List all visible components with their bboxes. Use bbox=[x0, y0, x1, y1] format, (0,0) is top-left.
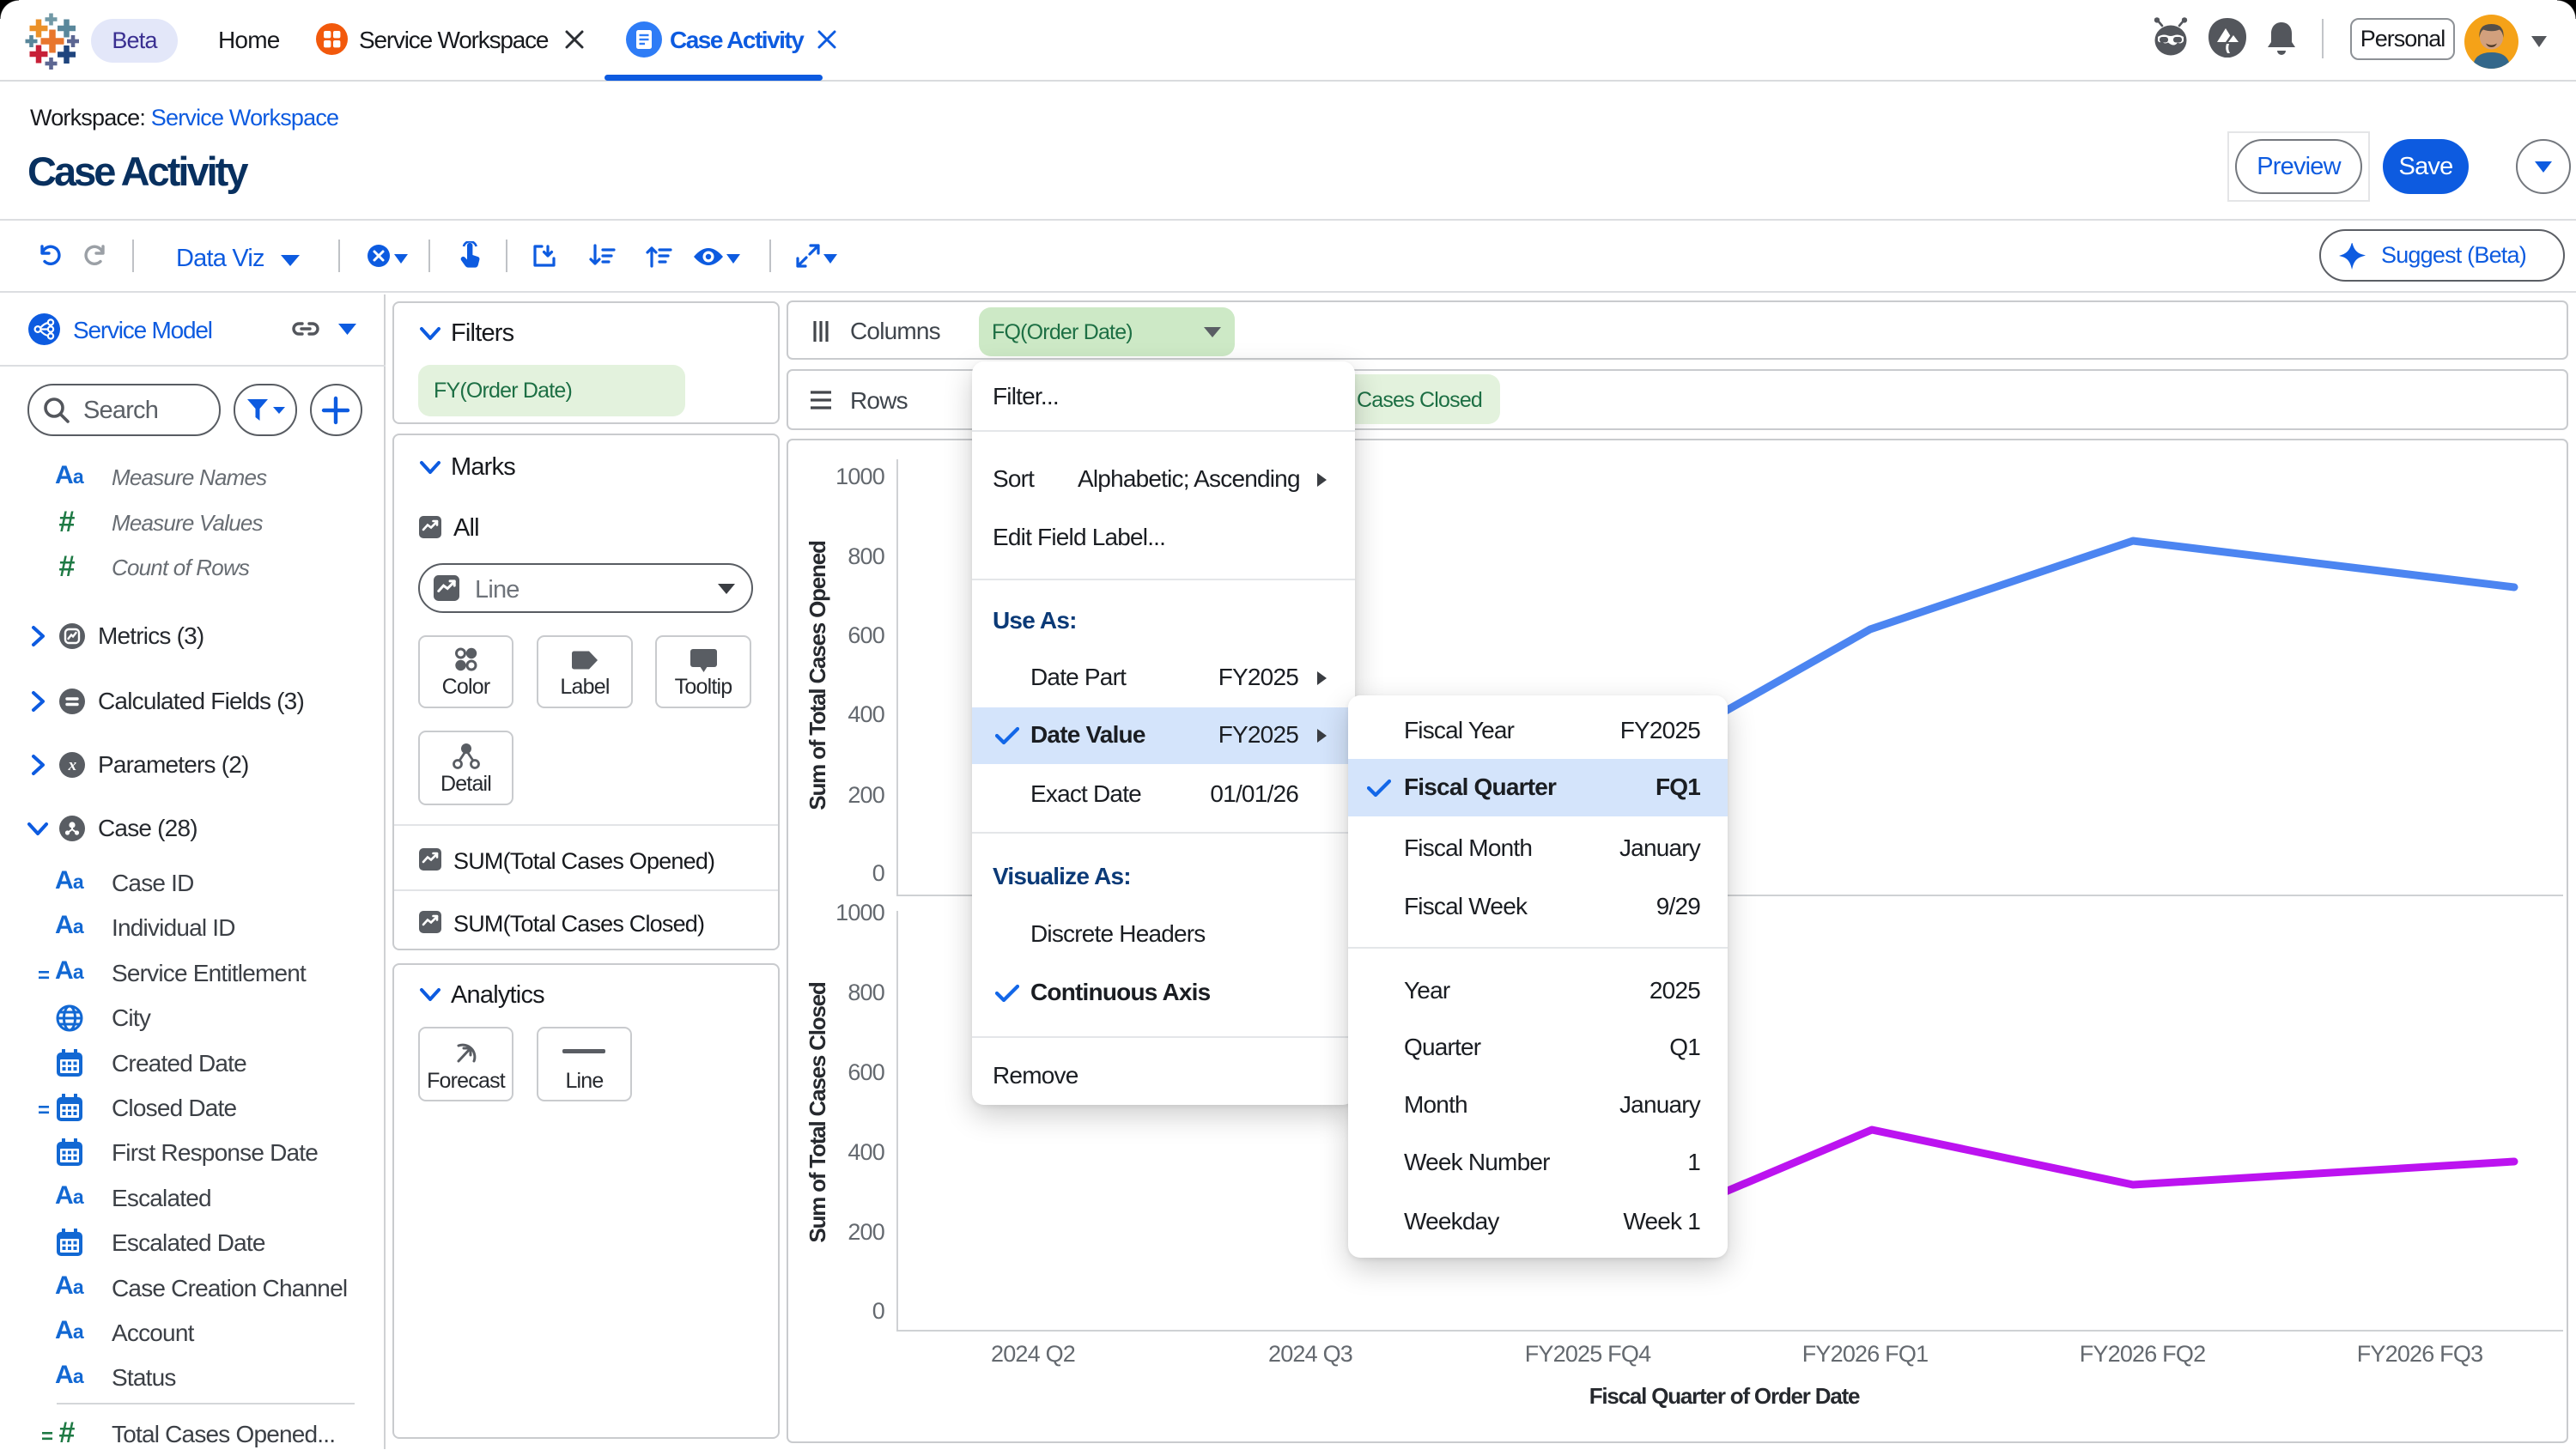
svg-text:x: x bbox=[68, 756, 77, 774]
